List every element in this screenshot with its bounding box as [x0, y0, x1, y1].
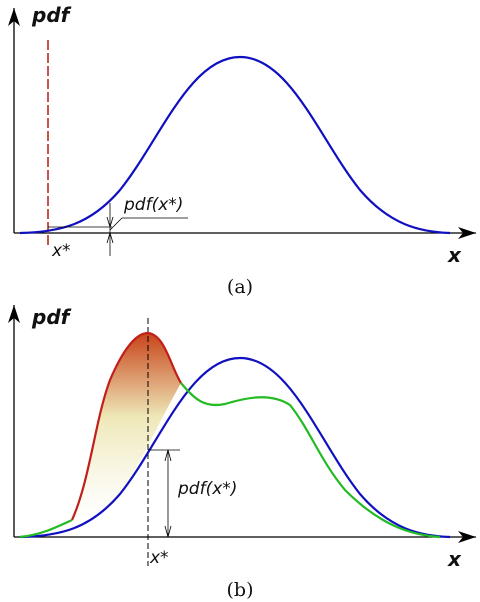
- point-label: x*: [149, 548, 169, 568]
- shaded-region: [72, 333, 181, 520]
- leader: [109, 217, 188, 231]
- annotation: pdf(x*): [177, 479, 237, 499]
- y-arrow: [8, 305, 20, 323]
- y-arrow: [8, 8, 20, 26]
- height-arrows: [106, 216, 114, 244]
- y-label: pdf: [31, 305, 72, 329]
- modified-curve: [19, 382, 441, 539]
- panel-b: pdf pdf(x*) x* x (b): [8, 305, 476, 601]
- height-arrows: [164, 449, 172, 538]
- caption: (b): [227, 579, 254, 601]
- x-arrow: [458, 227, 476, 239]
- annotation: pdf(x*): [123, 195, 183, 215]
- modified-peak: [70, 331, 182, 521]
- pdf-curve: [19, 356, 451, 539]
- caption: (a): [227, 276, 253, 298]
- panel-a: pdf pdf(x*) x* x (a): [8, 3, 476, 298]
- pdf-curve: [19, 55, 451, 235]
- x-label: x: [447, 243, 462, 267]
- point-label: x*: [51, 241, 71, 261]
- x-arrow: [458, 531, 476, 543]
- x-label: x: [447, 547, 462, 571]
- y-label: pdf: [31, 3, 72, 27]
